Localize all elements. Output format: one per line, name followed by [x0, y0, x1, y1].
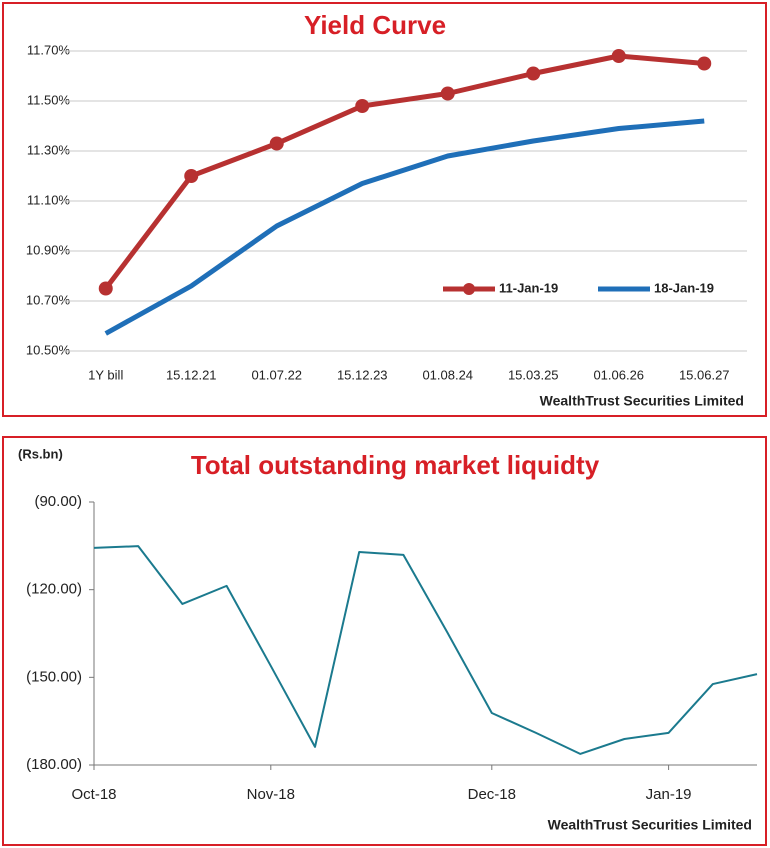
- y-tick-label: (90.00): [34, 493, 82, 510]
- marker: [611, 49, 626, 63]
- marker: [184, 169, 199, 183]
- marker: [269, 136, 284, 151]
- x-tick-label: 15.12.21: [166, 367, 217, 382]
- y-tick-label: 11.10%: [27, 192, 71, 207]
- marker: [526, 66, 541, 81]
- legend-label: 11-Jan-19: [499, 280, 558, 295]
- y-tick-label: 10.50%: [26, 342, 71, 357]
- x-tick-label: 15.06.27: [679, 367, 730, 382]
- x-tick-label: 1Y bill: [88, 367, 123, 382]
- chart-title: Yield Curve: [304, 10, 446, 40]
- x-tick-label: Jan-19: [646, 786, 692, 803]
- unit-label: (Rs.bn): [18, 446, 63, 461]
- y-tick-label: 11.50%: [27, 92, 71, 107]
- x-tick-label: 01.06.26: [593, 367, 644, 382]
- y-tick-label: 11.30%: [27, 142, 71, 157]
- x-tick-label: 01.08.24: [422, 367, 473, 382]
- x-tick-label: Dec-18: [468, 786, 516, 803]
- y-tick-label: (120.00): [26, 581, 82, 598]
- frame: [2, 2, 767, 417]
- legend-marker: [463, 283, 475, 295]
- marker: [440, 86, 455, 101]
- legend-label: 18-Jan-19: [654, 280, 714, 295]
- footer: WealthTrust Securities Limited: [548, 817, 752, 833]
- y-tick-label: (180.00): [26, 756, 82, 773]
- x-tick-label: 15.03.25: [508, 367, 559, 382]
- y-tick-label: (150.00): [26, 668, 82, 685]
- series-line: [103, 53, 705, 291]
- x-tick-label: Oct-18: [71, 786, 116, 803]
- x-tick-label: Nov-18: [247, 786, 295, 803]
- series-line: [93, 545, 758, 755]
- y-tick-label: 10.70%: [26, 292, 71, 307]
- x-tick-label: 15.12.23: [337, 367, 388, 382]
- footer: WealthTrust Securities Limited: [540, 393, 744, 409]
- y-tick-label: 11.70%: [27, 42, 71, 57]
- frame: [2, 436, 767, 846]
- chart-title: Total outstanding market liquidty: [191, 450, 600, 480]
- marker: [98, 281, 113, 296]
- series-line: [104, 118, 705, 336]
- marker: [697, 56, 712, 71]
- marker: [355, 99, 370, 113]
- x-tick-label: 01.07.22: [251, 367, 302, 382]
- y-tick-label: 10.90%: [26, 242, 71, 257]
